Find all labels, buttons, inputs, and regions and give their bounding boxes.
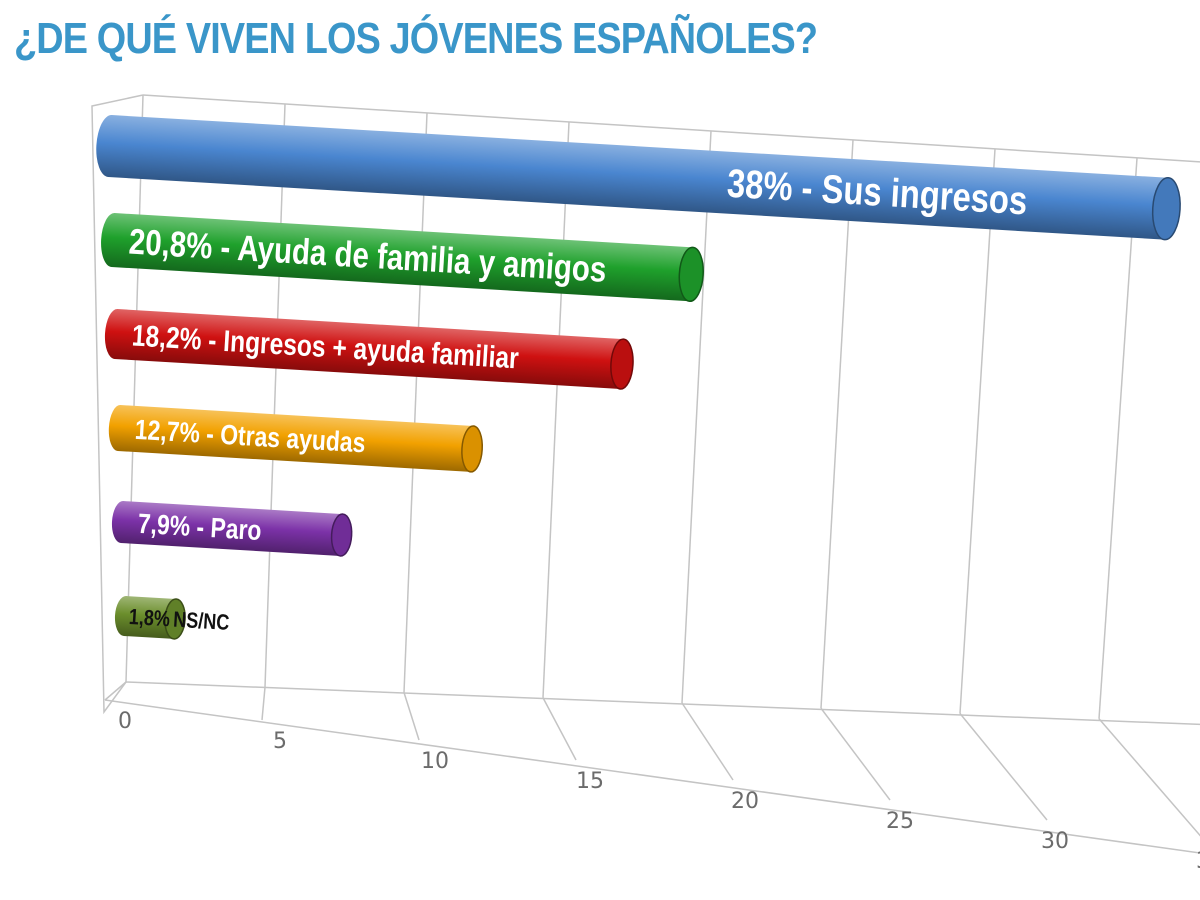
wall-top-edge (142, 94, 1200, 163)
floor-gridline-5 (261, 687, 266, 721)
bar-end-cap (610, 338, 634, 390)
bar-2: 20,8% - Ayuda de familia y amigos (101, 213, 704, 303)
x-tick-label: 10 (421, 749, 449, 774)
bar-end-cap (678, 246, 704, 303)
bar-6: 1,8%NS/NC (114, 596, 230, 640)
bar-3: 18,2% - Ingresos + ayuda familiar (104, 309, 634, 390)
gridline-35 (1098, 157, 1138, 719)
x-tick-label: 5 (273, 729, 287, 754)
bar-label: 7,9% - Paro (137, 509, 262, 547)
gridline-20 (681, 130, 712, 704)
floor-back-edge (125, 681, 1200, 726)
bar-end-cap (330, 513, 353, 557)
x-tick-label: 30 (1041, 829, 1069, 854)
bar-4: 12,7% - Otras ayudas (108, 405, 484, 473)
gridline-10 (403, 112, 428, 693)
bar-end-cap (461, 425, 484, 473)
x-tick-label: 15 (576, 769, 604, 794)
bar-body (104, 309, 634, 389)
bar-body (111, 501, 352, 556)
bar-body (101, 213, 704, 302)
gridline-5 (264, 103, 286, 688)
floor-gridline-15 (542, 697, 577, 761)
gridline-25 (820, 139, 854, 709)
gridline-0 (125, 94, 144, 683)
floor-gridline-10 (403, 692, 420, 741)
x-tick-label: 25 (886, 809, 914, 834)
floor-gridline-35 (1098, 718, 1200, 837)
floor-gridline-30 (959, 713, 1048, 821)
bar-1: 38% - Sus ingresos (96, 115, 1181, 241)
bar-body (108, 405, 483, 472)
chart-side-wall (91, 94, 144, 715)
floor-gridline-20 (681, 702, 734, 781)
bar-end-cap (164, 598, 186, 640)
floor-front-edge (104, 699, 1200, 854)
x-tick-label: 0 (118, 709, 132, 734)
floor-gridline-25 (820, 707, 891, 801)
bar-label: 1,8%NS/NC (128, 605, 230, 635)
bar-end-cap (1151, 176, 1181, 241)
gridline-15 (542, 121, 570, 698)
x-axis-ticks: 0 5 10 15 20 25 30 35 (118, 709, 1200, 874)
chart-title: ¿DE QUÉ VIVEN LOS JÓVENES ESPAÑOLES? (14, 14, 818, 63)
x-tick-label: 35 (1196, 849, 1200, 874)
x-tick-label: 20 (731, 789, 759, 814)
gridlines (104, 94, 1200, 837)
bar-body (96, 115, 1181, 240)
floor-gridline-0 (104, 681, 127, 701)
bar-5: 7,9% - Paro (111, 501, 353, 557)
gridline-30 (959, 148, 996, 714)
